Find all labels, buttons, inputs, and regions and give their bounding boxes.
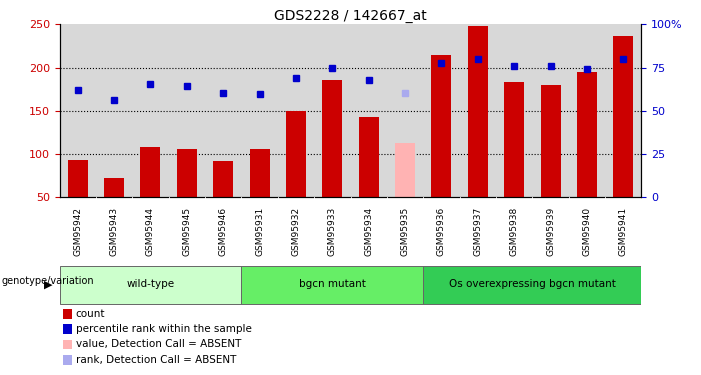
Bar	[96, 24, 132, 197]
Bar	[63, 340, 72, 350]
Bar	[132, 24, 169, 197]
Bar	[205, 24, 241, 197]
Text: GSM95940: GSM95940	[583, 207, 592, 256]
Bar	[68, 160, 88, 197]
Text: GSM95946: GSM95946	[219, 207, 228, 256]
Bar	[63, 309, 72, 319]
Bar	[286, 111, 306, 197]
Bar	[322, 81, 342, 197]
Bar	[140, 147, 161, 197]
Text: GSM95942: GSM95942	[74, 207, 82, 256]
Bar	[177, 149, 197, 197]
Bar	[350, 24, 387, 197]
Bar	[60, 24, 96, 197]
Bar	[395, 143, 415, 197]
Bar	[423, 24, 460, 197]
Text: GSM95937: GSM95937	[473, 207, 482, 256]
Text: GSM95936: GSM95936	[437, 207, 446, 256]
Text: GSM95932: GSM95932	[292, 207, 301, 256]
Text: percentile rank within the sample: percentile rank within the sample	[76, 324, 252, 334]
Text: GSM95933: GSM95933	[328, 207, 336, 256]
Text: count: count	[76, 309, 105, 319]
Text: bgcn mutant: bgcn mutant	[299, 279, 366, 289]
Bar	[496, 24, 532, 197]
Bar	[278, 24, 314, 197]
Text: value, Detection Call = ABSENT: value, Detection Call = ABSENT	[76, 339, 241, 350]
Bar	[468, 26, 488, 197]
Text: GSM95945: GSM95945	[182, 207, 191, 256]
Bar	[431, 55, 451, 197]
Bar	[250, 149, 270, 197]
Bar	[387, 24, 423, 197]
Text: GSM95944: GSM95944	[146, 207, 155, 256]
Text: GSM95943: GSM95943	[109, 207, 118, 256]
Bar	[577, 72, 597, 197]
Text: GSM95934: GSM95934	[365, 207, 373, 256]
Text: rank, Detection Call = ABSENT: rank, Detection Call = ABSENT	[76, 355, 236, 365]
Text: GSM95939: GSM95939	[546, 207, 555, 256]
Bar	[314, 24, 350, 197]
Text: genotype/variation: genotype/variation	[1, 276, 94, 286]
Bar	[63, 355, 72, 364]
Text: GSM95935: GSM95935	[400, 207, 409, 256]
Text: Os overexpressing bgcn mutant: Os overexpressing bgcn mutant	[449, 279, 615, 289]
FancyBboxPatch shape	[241, 266, 423, 304]
FancyBboxPatch shape	[423, 266, 641, 304]
Bar	[241, 24, 278, 197]
Bar	[169, 24, 205, 197]
Text: GSM95941: GSM95941	[619, 207, 627, 256]
Bar	[213, 160, 233, 197]
Bar	[613, 36, 633, 197]
Text: GSM95938: GSM95938	[510, 207, 519, 256]
Bar	[104, 178, 124, 197]
Bar	[605, 24, 641, 197]
Bar	[532, 24, 569, 197]
Title: GDS2228 / 142667_at: GDS2228 / 142667_at	[274, 9, 427, 23]
Bar	[460, 24, 496, 197]
Bar	[63, 324, 72, 334]
Text: wild-type: wild-type	[126, 279, 175, 289]
Bar	[359, 117, 379, 197]
Bar	[569, 24, 605, 197]
Bar	[504, 82, 524, 197]
Bar	[540, 85, 561, 197]
Text: GSM95931: GSM95931	[255, 207, 264, 256]
FancyBboxPatch shape	[60, 266, 241, 304]
Text: ▶: ▶	[44, 280, 53, 290]
